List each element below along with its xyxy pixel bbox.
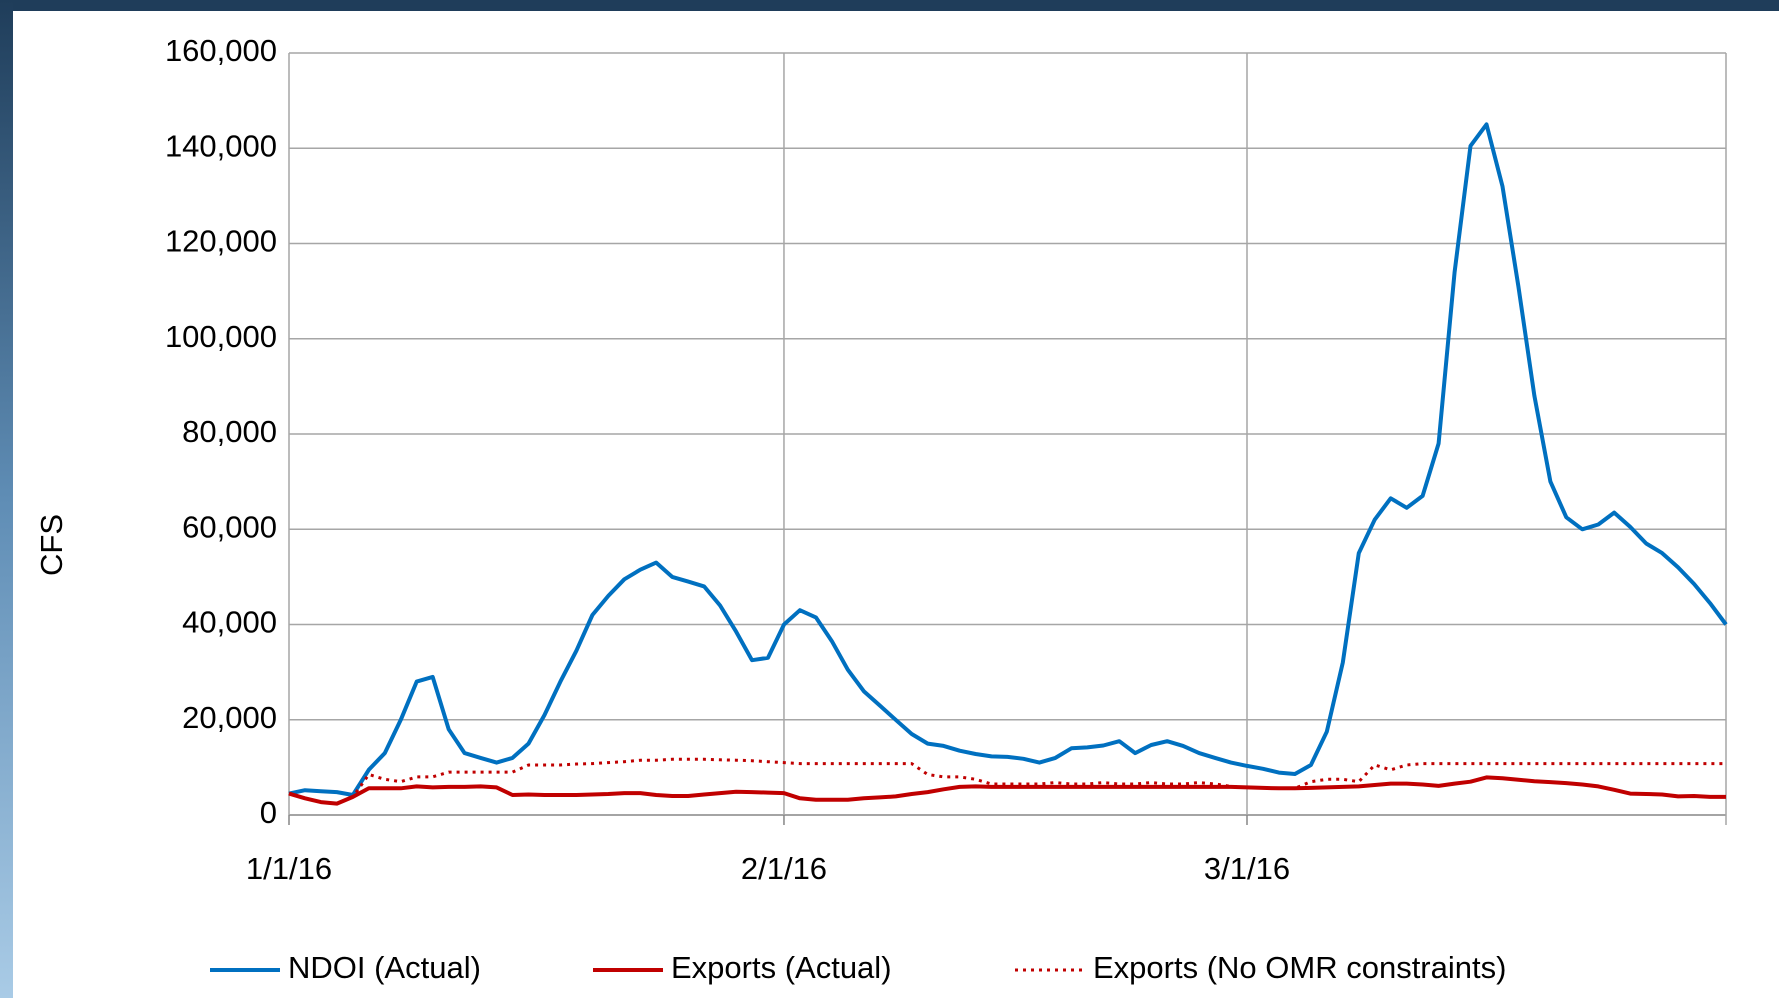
series-line bbox=[288, 775, 1726, 806]
y-tick-label: 20,000 bbox=[182, 700, 277, 735]
x-tick-label: 2/1/16 bbox=[741, 851, 827, 886]
y-tick-label: 100,000 bbox=[165, 319, 277, 354]
legend-label: Exports (Actual) bbox=[671, 950, 892, 985]
y-tick-label: 80,000 bbox=[182, 414, 277, 449]
legend-label: NDOI (Actual) bbox=[288, 950, 481, 985]
y-tick-label: 40,000 bbox=[182, 605, 277, 640]
y-axis-label: CFS bbox=[34, 514, 69, 576]
y-tick-label: 60,000 bbox=[182, 509, 277, 544]
x-tick-label: 1/1/16 bbox=[246, 851, 332, 886]
series-line bbox=[288, 757, 1726, 806]
y-tick-label: 120,000 bbox=[165, 224, 277, 259]
legend-label: Exports (No OMR constraints) bbox=[1093, 950, 1506, 985]
plot: 0 20,000 40,000 60,000 80,000 100,000 120,000 1… bbox=[165, 33, 1728, 985]
top-band bbox=[0, 0, 1779, 11]
y-tick-label: 0 bbox=[260, 795, 277, 830]
y-tick-label: 140,000 bbox=[165, 128, 277, 163]
y-tick-label: 160,000 bbox=[165, 33, 277, 68]
x-tick-label: 3/1/16 bbox=[1204, 851, 1290, 886]
series-line bbox=[288, 122, 1728, 797]
side-band bbox=[0, 0, 13, 998]
